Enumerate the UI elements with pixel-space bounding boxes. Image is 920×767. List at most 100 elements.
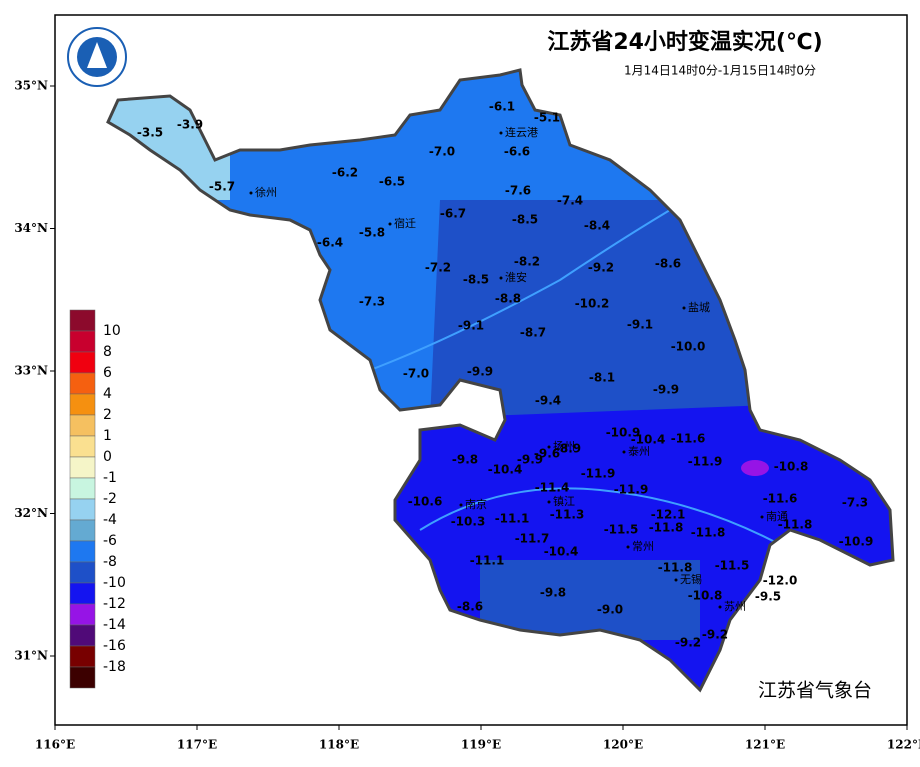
station-value: -7.2 [425,261,451,275]
station-value: -9.4 [535,394,561,408]
city-name: 盐城 [688,301,710,314]
station-value: -8.4 [584,219,610,233]
legend-swatch [69,624,96,647]
city-name: 无锡 [680,572,702,586]
station-value: -5.7 [209,180,235,194]
station-value: -7.0 [403,367,429,381]
city-dot [626,545,630,549]
station-value: -6.7 [440,207,466,221]
station-value: -8.1 [589,371,615,385]
city-name: 南京 [465,497,487,511]
legend-swatch [69,414,96,437]
city-name: 宿迁 [394,216,416,230]
legend-label: -1 [103,470,117,486]
station-value: -11.6 [763,492,798,506]
station-value: -11.8 [691,526,726,540]
station-value: -6.5 [379,175,405,189]
station-value: -7.3 [842,496,868,510]
legend-label: -18 [103,659,126,675]
station-value: -10.8 [688,589,723,603]
legend-label: -2 [103,491,117,507]
station-value: -8.8 [495,292,521,306]
city-dot [547,500,551,504]
legend-label: -8 [103,554,117,570]
city-dot [622,450,626,454]
station-value: -11.3 [550,508,585,522]
station-value: -6.6 [504,145,530,159]
station-value: -10.9 [606,426,641,440]
station-value: -9.1 [458,319,484,333]
lon-label: 121°E [745,738,785,752]
station-value: -9.2 [588,261,614,275]
lat-label: 35°N [14,79,48,93]
station-value: -11.6 [671,432,706,446]
city-dot [760,515,764,519]
station-value: -11.1 [495,512,530,526]
city-name: 南通 [766,510,788,523]
station-value: -10.4 [488,463,523,477]
station-value: -10.4 [544,545,579,559]
lat-label: 34°N [14,221,48,235]
legend-swatch [69,519,96,542]
city-dot [459,503,463,507]
station-value: -9.8 [540,586,566,600]
credit: 江苏省气象台 [758,680,872,702]
station-value: -11.5 [715,559,750,573]
legend-swatch [69,498,96,521]
station-value: -7.0 [429,145,455,159]
station-value: -12.0 [763,574,798,588]
lon-label: 116°E [35,738,75,752]
lon-label: 122°E [887,738,920,752]
legend-label: -4 [103,512,117,528]
station-value: -11.5 [604,523,639,537]
station-value: -11.9 [688,455,723,469]
city-name: 扬州 [553,439,575,453]
legend-swatch [69,435,96,458]
station-value: -9.1 [627,318,653,332]
station-value: -5.8 [359,226,385,240]
city-name: 常州 [632,540,654,553]
map-title: 江苏省24小时变温实况(℃) [547,29,822,55]
station-value: -8.6 [655,257,681,271]
legend-swatch [69,540,96,563]
city-name: 淮安 [505,270,527,284]
station-value: -8.9 [555,442,581,456]
legend-swatch [69,582,96,605]
station-value: -10.2 [575,297,610,311]
lon-label: 117°E [177,738,217,752]
station-value: -7.6 [505,184,531,198]
legend-label: -14 [103,617,126,633]
legend-swatch [69,477,96,500]
station-value: -11.4 [535,481,570,495]
station-value: -6.4 [317,236,343,250]
city-name: 泰州 [628,444,650,458]
city-dot [249,191,253,195]
legend-label: 4 [103,386,112,402]
station-value: -8.2 [514,255,540,269]
legend-label: 0 [103,449,112,465]
station-value: -11.1 [470,554,505,568]
lat-label: 33°N [14,364,48,378]
station-value: -8.7 [520,326,546,340]
legend-label: 2 [103,407,112,423]
station-value: -10.8 [774,460,809,474]
station-value: -9.6 [534,447,560,461]
legend-swatch [69,309,96,332]
station-value: -9.9 [467,365,493,379]
station-value: -10.3 [451,515,486,529]
station-value: -9.0 [597,603,623,617]
station-value: -11.7 [515,532,550,546]
legend-label: -12 [103,596,126,612]
station-value: -9.8 [452,453,478,467]
station-value: -8.6 [457,600,483,614]
station-value: -5.1 [534,111,560,125]
legend-swatch [69,645,96,668]
station-value: -8.5 [463,273,489,287]
legend-label: 1 [103,428,112,444]
city-dot [547,445,551,449]
legend-swatch [69,330,96,353]
legend-label: 6 [103,365,112,381]
legend-label: 8 [103,344,112,360]
city-name: 苏州 [724,600,746,613]
